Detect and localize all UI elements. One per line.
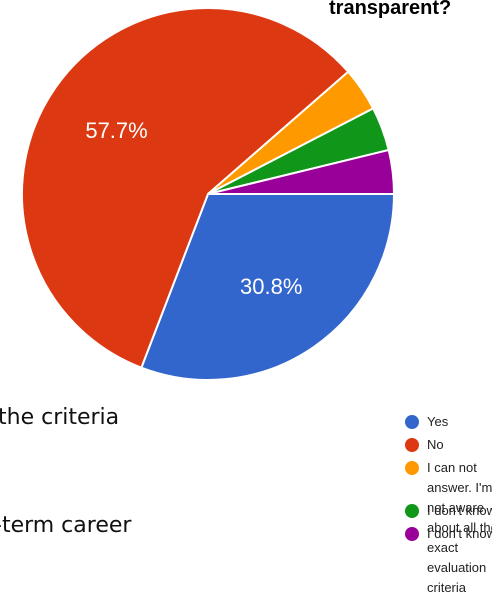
side-text-fragment-2: -term career (0, 513, 132, 538)
chart-question-title: transparent? (329, 0, 452, 19)
pie-slice-no[interactable] (21, 7, 350, 369)
legend-swatch-dont-know-green (405, 504, 419, 518)
legend-label-dont-know-purple: I don't know (427, 526, 492, 541)
pie-slice-dont-know-purple[interactable] (207, 148, 396, 195)
pie-label-no: 57.7% (85, 118, 147, 143)
legend-label-yes: Yes (427, 414, 449, 429)
pie-chart: 30.8% 57.7% (21, 7, 396, 381)
legend-label-dont-know-green: I don't know (427, 503, 492, 518)
legend-swatch-dont-know-purple (405, 527, 419, 541)
legend-swatch-no (405, 438, 419, 452)
legend-label-no: No (427, 437, 444, 452)
side-text-fragment-1: the criteria (0, 405, 120, 430)
legend-swatch-cannot-answer (405, 461, 419, 475)
pie-slice-yes[interactable] (140, 193, 396, 381)
legend-swatch-yes (405, 415, 419, 429)
pie-label-yes: 30.8% (240, 274, 302, 299)
